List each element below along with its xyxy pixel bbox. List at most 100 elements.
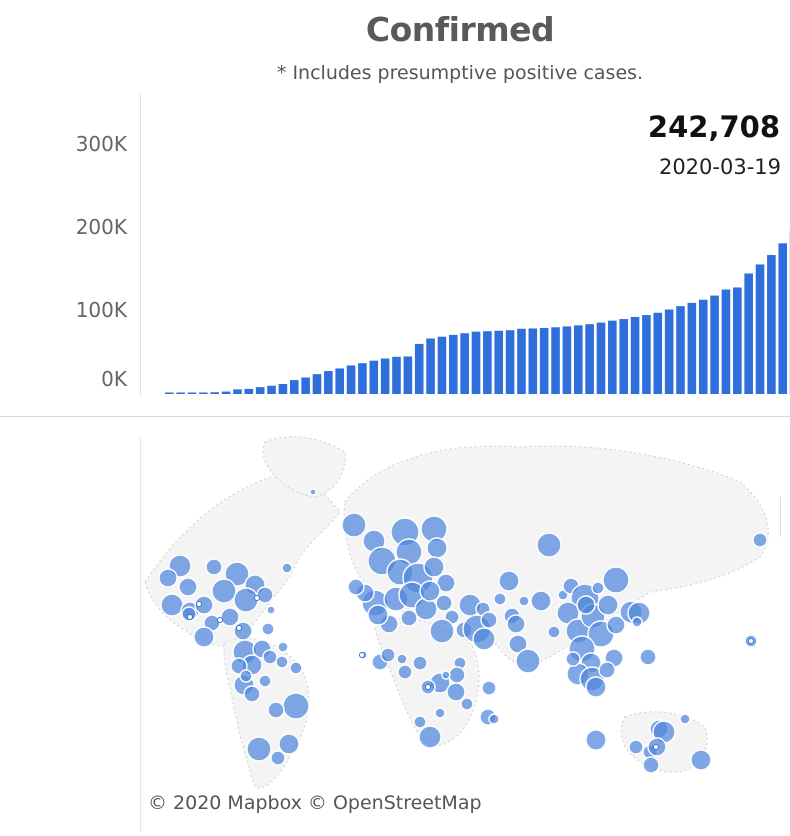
case-bubble[interactable] xyxy=(536,532,562,558)
case-bubble[interactable] xyxy=(576,595,596,615)
bar[interactable] xyxy=(494,330,504,394)
case-bubble[interactable] xyxy=(426,537,448,559)
case-bubble[interactable] xyxy=(591,581,605,595)
case-bubble[interactable] xyxy=(423,556,445,578)
case-bubble[interactable] xyxy=(224,561,250,587)
bar[interactable] xyxy=(335,368,344,394)
case-bubble[interactable] xyxy=(585,676,607,698)
bar[interactable] xyxy=(483,331,492,394)
case-bubble[interactable] xyxy=(194,595,214,615)
case-bubble[interactable] xyxy=(281,562,293,574)
case-bubble[interactable] xyxy=(211,578,237,604)
bar[interactable] xyxy=(278,384,288,394)
case-bubble[interactable] xyxy=(258,674,272,688)
bar[interactable] xyxy=(403,356,413,394)
bar[interactable] xyxy=(165,392,174,395)
case-bubble[interactable] xyxy=(400,609,418,627)
case-bubble[interactable] xyxy=(239,669,253,683)
case-bubble[interactable] xyxy=(679,713,691,725)
bar[interactable] xyxy=(585,324,594,394)
bar[interactable] xyxy=(380,358,390,394)
bar[interactable] xyxy=(346,365,356,394)
bar[interactable] xyxy=(437,336,447,394)
case-bubble[interactable] xyxy=(606,615,626,635)
bar[interactable] xyxy=(767,255,776,394)
case-bubble[interactable] xyxy=(309,488,317,496)
case-bubble[interactable] xyxy=(597,594,619,616)
case-bubble[interactable] xyxy=(413,715,427,729)
bar[interactable] xyxy=(551,327,560,394)
bar[interactable] xyxy=(312,374,322,394)
case-bubble[interactable] xyxy=(518,595,530,607)
bar[interactable] xyxy=(505,330,515,394)
case-bubble[interactable] xyxy=(508,634,528,654)
bar[interactable] xyxy=(721,289,731,394)
bar[interactable] xyxy=(187,392,197,395)
case-bubble[interactable] xyxy=(419,580,441,602)
case-bubble[interactable] xyxy=(220,607,240,627)
case-bubble[interactable] xyxy=(441,670,451,680)
case-bubble[interactable] xyxy=(481,680,497,696)
case-bubble[interactable] xyxy=(193,626,215,648)
case-bubble[interactable] xyxy=(282,692,310,720)
case-bubble[interactable] xyxy=(278,733,300,755)
case-bubble[interactable] xyxy=(275,655,289,669)
case-bubble[interactable] xyxy=(205,558,223,576)
bar[interactable] xyxy=(358,363,367,394)
case-bubble[interactable] xyxy=(752,532,768,548)
bar[interactable] xyxy=(676,306,685,394)
bar[interactable] xyxy=(471,331,481,394)
world-map-svg[interactable] xyxy=(0,417,790,836)
case-bubble[interactable] xyxy=(160,593,184,617)
location-marker[interactable] xyxy=(196,601,202,607)
case-bubble[interactable] xyxy=(266,605,276,615)
bar[interactable] xyxy=(221,391,231,394)
case-bubble[interactable] xyxy=(158,568,178,588)
location-marker[interactable] xyxy=(187,614,193,620)
bar[interactable] xyxy=(210,392,220,394)
case-bubble[interactable] xyxy=(341,512,367,538)
case-bubble[interactable] xyxy=(262,649,278,665)
case-bubble[interactable] xyxy=(493,592,507,606)
bar[interactable] xyxy=(562,326,572,394)
case-bubble[interactable] xyxy=(446,682,466,702)
bar[interactable] xyxy=(426,338,435,394)
case-bubble[interactable] xyxy=(414,597,438,621)
case-bubble[interactable] xyxy=(515,648,541,674)
location-marker[interactable] xyxy=(236,625,242,631)
bar[interactable] xyxy=(392,356,401,394)
bar[interactable] xyxy=(642,315,651,394)
case-bubble[interactable] xyxy=(488,713,500,725)
location-marker[interactable] xyxy=(748,638,754,644)
bar[interactable] xyxy=(710,295,719,394)
bar[interactable] xyxy=(664,309,674,394)
bar[interactable] xyxy=(528,328,538,394)
location-marker[interactable] xyxy=(653,744,659,750)
case-bubble[interactable] xyxy=(690,749,712,771)
case-bubble[interactable] xyxy=(246,736,272,762)
case-bubble[interactable] xyxy=(448,666,466,684)
case-bubble[interactable] xyxy=(480,611,498,629)
case-bubble[interactable] xyxy=(397,664,413,680)
case-bubble[interactable] xyxy=(598,661,616,679)
case-bubble[interactable] xyxy=(435,594,453,612)
case-bubble[interactable] xyxy=(429,618,455,644)
case-bubble[interactable] xyxy=(602,566,630,594)
bar[interactable] xyxy=(324,371,333,394)
case-bubble[interactable] xyxy=(230,657,248,675)
bar[interactable] xyxy=(573,325,583,394)
bar[interactable] xyxy=(596,322,606,394)
bar[interactable] xyxy=(199,392,208,395)
bar[interactable] xyxy=(460,333,469,394)
case-bubble[interactable] xyxy=(347,578,365,596)
case-bubble[interactable] xyxy=(418,725,442,749)
location-marker[interactable] xyxy=(254,595,260,601)
bar[interactable] xyxy=(539,327,549,394)
case-bubble[interactable] xyxy=(472,627,496,651)
bar[interactable] xyxy=(687,302,697,394)
case-bubble[interactable] xyxy=(565,651,581,667)
bar[interactable] xyxy=(778,243,788,394)
bar[interactable] xyxy=(517,328,526,394)
case-bubble[interactable] xyxy=(530,590,552,612)
case-bubble[interactable] xyxy=(380,647,396,663)
